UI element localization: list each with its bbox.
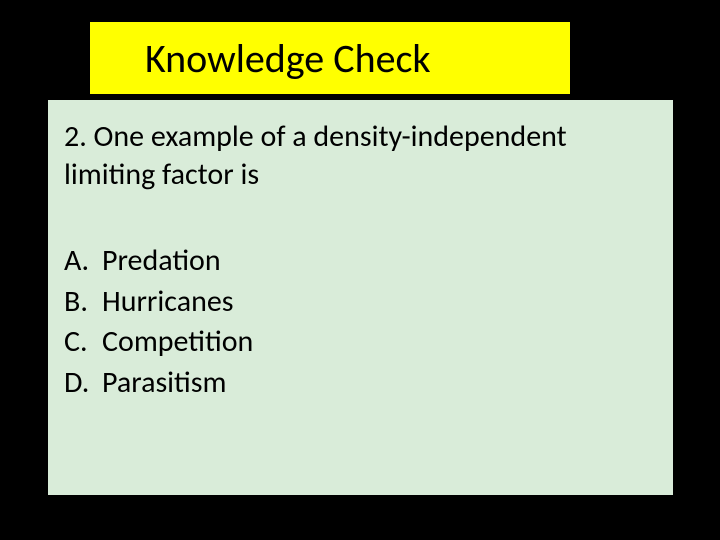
option-d: D. Parasitism (64, 363, 657, 404)
option-letter: B. (64, 282, 102, 323)
title-text: Knowledge Check (145, 34, 431, 83)
option-letter: D. (64, 363, 102, 404)
option-text: Hurricanes (102, 282, 657, 323)
title-bar: Knowledge Check (90, 22, 570, 94)
option-c: C. Competition (64, 322, 657, 363)
question-panel: 2. One example of a density-independent … (48, 100, 673, 495)
option-text: Competition (102, 322, 657, 363)
option-text: Parasitism (102, 363, 657, 404)
option-text: Predation (102, 241, 657, 282)
option-letter: C. (64, 322, 102, 363)
options-list: A. Predation B. Hurricanes C. Competitio… (64, 241, 657, 403)
question-text: 2. One example of a density-independent … (64, 118, 657, 193)
option-b: B. Hurricanes (64, 282, 657, 323)
option-a: A. Predation (64, 241, 657, 282)
option-letter: A. (64, 241, 102, 282)
